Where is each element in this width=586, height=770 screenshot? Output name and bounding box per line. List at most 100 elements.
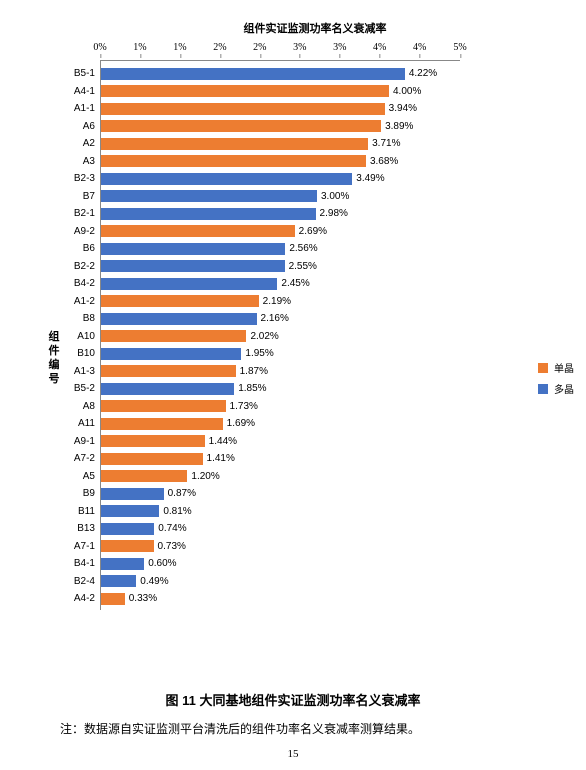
category-label: B4-2 — [74, 278, 101, 289]
bar — [101, 260, 285, 272]
value-label: 1.87% — [236, 366, 268, 377]
value-label: 3.00% — [317, 191, 349, 202]
bar — [101, 208, 316, 220]
x-axis-ticks: 0%1%1%2%2%3%3%4%4%5% — [100, 42, 460, 60]
bar-row: B73.00% — [101, 188, 460, 206]
category-label: A1-2 — [74, 296, 101, 307]
category-label: B13 — [77, 523, 101, 534]
value-label: 2.98% — [316, 208, 348, 219]
figure-caption: 图 11 大同基地组件实证监测功率名义衰减率 — [0, 690, 586, 709]
value-label: 0.87% — [164, 488, 196, 499]
bar-row: A111.69% — [101, 415, 460, 433]
category-label: A1-1 — [74, 103, 101, 114]
legend-label: 多晶 — [554, 381, 574, 396]
value-label: 0.74% — [154, 523, 186, 534]
category-label: B10 — [77, 348, 101, 359]
bar-row: A7-10.73% — [101, 538, 460, 556]
bar-row: B5-14.22% — [101, 65, 460, 83]
value-label: 0.33% — [125, 593, 157, 604]
value-label: 0.60% — [144, 558, 176, 569]
bar — [101, 488, 164, 500]
category-label: A9-1 — [74, 436, 101, 447]
x-tick: 0% — [93, 42, 106, 53]
x-tick: 2% — [253, 42, 266, 53]
bar-row: A1-13.94% — [101, 100, 460, 118]
value-label: 3.68% — [366, 156, 398, 167]
bar — [101, 418, 223, 430]
bar — [101, 138, 368, 150]
value-label: 1.69% — [223, 418, 255, 429]
category-label: A11 — [78, 418, 101, 429]
legend-item: 单晶 — [538, 360, 574, 375]
bar — [101, 365, 236, 377]
category-label: A10 — [77, 331, 101, 342]
bar — [101, 243, 285, 255]
value-label: 3.49% — [352, 173, 384, 184]
bar-row: B130.74% — [101, 520, 460, 538]
value-label: 3.89% — [381, 121, 413, 132]
bar-row: A4-20.33% — [101, 590, 460, 608]
bar — [101, 400, 226, 412]
chart-legend: 单晶多晶 — [538, 360, 574, 402]
value-label: 2.45% — [277, 278, 309, 289]
bar-row: B4-22.45% — [101, 275, 460, 293]
x-tick: 3% — [293, 42, 306, 53]
bar-row: A9-11.44% — [101, 433, 460, 451]
bar — [101, 540, 154, 552]
value-label: 2.16% — [257, 313, 289, 324]
value-label: 1.41% — [203, 453, 235, 464]
bar — [101, 523, 154, 535]
value-label: 1.73% — [226, 401, 258, 412]
bar — [101, 470, 187, 482]
category-label: B5-1 — [74, 68, 101, 79]
bar — [101, 383, 234, 395]
bar — [101, 295, 259, 307]
category-label: A6 — [83, 121, 101, 132]
value-label: 1.85% — [234, 383, 266, 394]
bar-row: B2-33.49% — [101, 170, 460, 188]
bar-row: B82.16% — [101, 310, 460, 328]
category-label: B6 — [83, 243, 101, 254]
bar — [101, 68, 405, 80]
bar-row: B2-40.49% — [101, 573, 460, 591]
legend-swatch — [538, 363, 548, 373]
value-label: 0.73% — [154, 541, 186, 552]
page-number: 15 — [0, 748, 586, 760]
category-label: B5-2 — [74, 383, 101, 394]
value-label: 1.20% — [187, 471, 219, 482]
bar — [101, 120, 381, 132]
chart-container: 组件实证监测功率名义衰减率 0%1%1%2%2%3%3%4%4%5% B5-14… — [100, 20, 530, 610]
bar — [101, 278, 277, 290]
bar — [101, 313, 257, 325]
category-label: A2 — [83, 138, 101, 149]
value-label: 4.00% — [389, 86, 421, 97]
value-label: 2.56% — [285, 243, 317, 254]
chart-plot-area: B5-14.22%A4-14.00%A1-13.94%A63.89%A23.71… — [100, 60, 460, 610]
bar-row: B5-21.85% — [101, 380, 460, 398]
bar-row: A63.89% — [101, 118, 460, 136]
bar-row: A7-21.41% — [101, 450, 460, 468]
legend-label: 单晶 — [554, 360, 574, 375]
category-label: B2-1 — [74, 208, 101, 219]
category-label: B2-3 — [74, 173, 101, 184]
bar — [101, 330, 246, 342]
category-label: A5 — [83, 471, 101, 482]
category-label: A8 — [83, 401, 101, 412]
x-tick: 1% — [133, 42, 146, 53]
value-label: 1.95% — [241, 348, 273, 359]
x-tick: 5% — [453, 42, 466, 53]
bar-row: B4-10.60% — [101, 555, 460, 573]
category-label: B4-1 — [74, 558, 101, 569]
bar — [101, 505, 159, 517]
bar — [101, 155, 366, 167]
category-label: B7 — [83, 191, 101, 202]
value-label: 0.49% — [136, 576, 168, 587]
chart-title: 组件实证监测功率名义衰减率 — [100, 20, 530, 36]
category-label: B8 — [83, 313, 101, 324]
y-axis-label: 组件编号 — [48, 330, 60, 386]
value-label: 1.44% — [205, 436, 237, 447]
category-label: B2-4 — [74, 576, 101, 587]
category-label: A7-2 — [74, 453, 101, 464]
bar-row: B90.87% — [101, 485, 460, 503]
bar-row: A33.68% — [101, 153, 460, 171]
